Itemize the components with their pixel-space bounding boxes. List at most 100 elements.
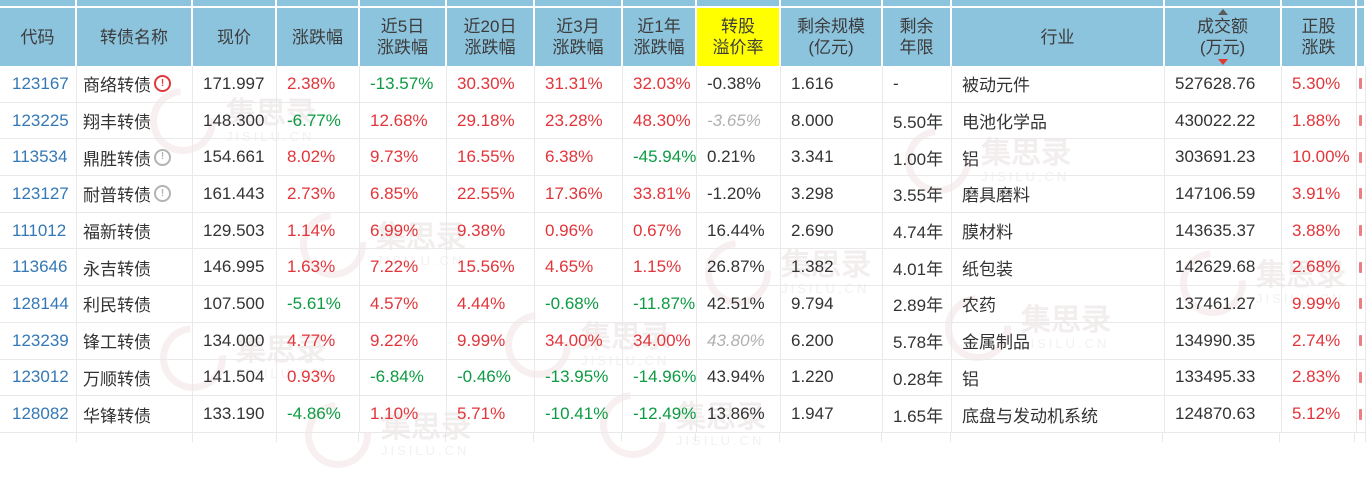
sort-desc-arrow-icon[interactable] — [1217, 59, 1228, 65]
cell-bond-name: 商络转债! — [77, 66, 193, 102]
cell-turnover: 124870.63 — [1165, 396, 1282, 432]
header-cell-chg1y[interactable]: 近1年 涨跌幅 — [623, 8, 697, 66]
cell-chg1y: 34.00% — [623, 322, 697, 359]
warning-icon[interactable]: ! — [154, 75, 171, 93]
bond-name-link[interactable]: 商络转债 — [83, 76, 151, 96]
header-label: 溢价率 — [712, 38, 764, 57]
chg20-value: 16.55% — [457, 147, 515, 167]
chg20-value: 9.99% — [457, 330, 506, 350]
chg1y-value: 33.81% — [633, 183, 691, 203]
header-cell-turnover[interactable]: 成交额 (万元) — [1165, 8, 1282, 66]
cell-code[interactable]: 123239 — [0, 322, 77, 359]
header-cell-stock_chg[interactable]: 正股 涨跌 — [1282, 8, 1357, 66]
bond-name-link[interactable]: 华锋转债 — [83, 406, 151, 426]
bond-name-link[interactable]: 利民转债 — [83, 296, 151, 316]
premium-value: 13.86% — [707, 404, 765, 424]
cell-code[interactable]: 123012 — [0, 359, 77, 396]
header-cell-premium[interactable]: 转股 溢价率 — [697, 8, 781, 66]
bond-name-link[interactable]: 锋工转债 — [83, 333, 151, 353]
header-cell-industry[interactable]: 行业 — [952, 8, 1165, 66]
cell-code[interactable]: 128082 — [0, 396, 77, 432]
cell-industry: 磨具磨料 — [952, 176, 1165, 212]
cell-chg3m: 34.00% — [535, 322, 623, 359]
cell-scale: 1.947 — [781, 396, 883, 432]
chg-value: 8.02% — [287, 147, 336, 167]
bond-name-link[interactable]: 耐普转债 — [83, 186, 151, 206]
chg3m-value: 34.00% — [545, 330, 603, 350]
cell-stock_chg: 5.30% — [1282, 66, 1357, 102]
cell-chg20: 4.44% — [447, 286, 535, 322]
clipped-next-column-fragment — [1359, 188, 1362, 200]
header-cell-name[interactable]: 转债名称 — [77, 8, 193, 66]
cell-price: 146.995 — [193, 249, 277, 286]
cell-chg3m: 6.38% — [535, 139, 623, 176]
header-cell-price[interactable]: 现价 — [193, 8, 277, 66]
cell-chg3m: -0.68% — [535, 286, 623, 322]
cell-price: 129.503 — [193, 212, 277, 249]
header-cell-code[interactable]: 代码 — [0, 8, 77, 66]
cell-chg20: 15.56% — [447, 249, 535, 286]
cell-turnover: 430022.22 — [1165, 102, 1282, 139]
cell-years: - — [883, 66, 952, 102]
cell-code[interactable]: 113646 — [0, 249, 77, 286]
header-cell-scale[interactable]: 剩余规模 (亿元) — [781, 8, 883, 66]
cell-years: 0.28年 — [883, 359, 952, 396]
chg-value: -6.77% — [287, 110, 341, 130]
chg1y-value: 48.30% — [633, 110, 691, 130]
cell-code[interactable]: 123127 — [0, 176, 77, 212]
header-label: 近5日 — [380, 17, 425, 36]
cell-code[interactable]: 123167 — [0, 66, 77, 102]
bond-name-link[interactable]: 鼎胜转债 — [83, 149, 151, 169]
table-row: 111012 福新转债 129.503 1.14% 6.99% 9.38% 0.96% 0.6… — [0, 212, 1366, 250]
cell-years: 5.78年 — [883, 322, 952, 359]
header-cell-chg5[interactable]: 近5日 涨跌幅 — [360, 8, 447, 66]
bond-name-link[interactable]: 永吉转债 — [83, 259, 151, 279]
cell-premium: 43.94% — [697, 359, 781, 396]
cell-code[interactable]: 113534 — [0, 139, 77, 176]
chg3m-value: 31.31% — [545, 73, 603, 93]
cell-chg5: 9.22% — [360, 322, 447, 359]
header-cell-years[interactable]: 剩余 年限 — [883, 8, 952, 66]
cell-code[interactable]: 128144 — [0, 286, 77, 322]
cell-stock_chg: 5.12% — [1282, 396, 1357, 432]
warning-icon[interactable]: ! — [154, 185, 171, 203]
top-cutoff-cell — [360, 0, 447, 6]
clipped-next-column-fragment — [1359, 151, 1362, 163]
top-cutoff-cell — [447, 0, 535, 6]
clipped-next-column-fragment — [1359, 261, 1362, 273]
header-cell-chg[interactable]: 涨跌幅 — [277, 8, 360, 66]
cell-chg20: 30.30% — [447, 66, 535, 102]
cell-premium: 26.87% — [697, 249, 781, 286]
header-label: 转债名称 — [100, 27, 168, 47]
cell-scale: 3.298 — [781, 176, 883, 212]
chg5-value: 4.57% — [370, 293, 419, 313]
header-cell-chg20[interactable]: 近20日 涨跌幅 — [447, 8, 535, 66]
cell-bond-name: 福新转债 — [77, 212, 193, 249]
cell-chg3m: -13.95% — [535, 359, 623, 396]
warning-icon[interactable]: ! — [154, 148, 171, 166]
cell-chg: -6.77% — [277, 102, 360, 139]
cell-premium: 0.21% — [697, 139, 781, 176]
chg1y-value: -12.49% — [633, 404, 697, 424]
sort-asc-arrow-icon[interactable] — [1217, 9, 1228, 15]
bond-name-link[interactable]: 翔丰转债 — [83, 113, 151, 133]
header-label: 转股 — [721, 17, 755, 36]
header-label: 现价 — [217, 27, 251, 47]
cell-chg3m: 0.96% — [535, 212, 623, 249]
premium-value: -3.65% — [707, 110, 761, 130]
top-cutoff-cell — [883, 0, 952, 6]
bottom-cutoff-cell — [446, 432, 535, 442]
cell-code[interactable]: 111012 — [0, 212, 77, 249]
cell-years: 3.55年 — [883, 176, 952, 212]
cell-chg3m: -10.41% — [535, 396, 623, 432]
bottom-cutoff-cell — [1163, 432, 1281, 442]
cell-code[interactable]: 123225 — [0, 102, 77, 139]
cell-chg3m: 4.65% — [535, 249, 623, 286]
header-label: 涨跌幅 — [464, 38, 516, 57]
bottom-cutoff-cell — [193, 432, 277, 442]
bond-name-link[interactable]: 福新转债 — [83, 223, 151, 243]
top-cutoff-cell — [0, 0, 77, 6]
header-cell-chg3m[interactable]: 近3月 涨跌幅 — [535, 8, 623, 66]
cell-years: 4.01年 — [883, 249, 952, 286]
bond-name-link[interactable]: 万顺转债 — [83, 369, 151, 389]
